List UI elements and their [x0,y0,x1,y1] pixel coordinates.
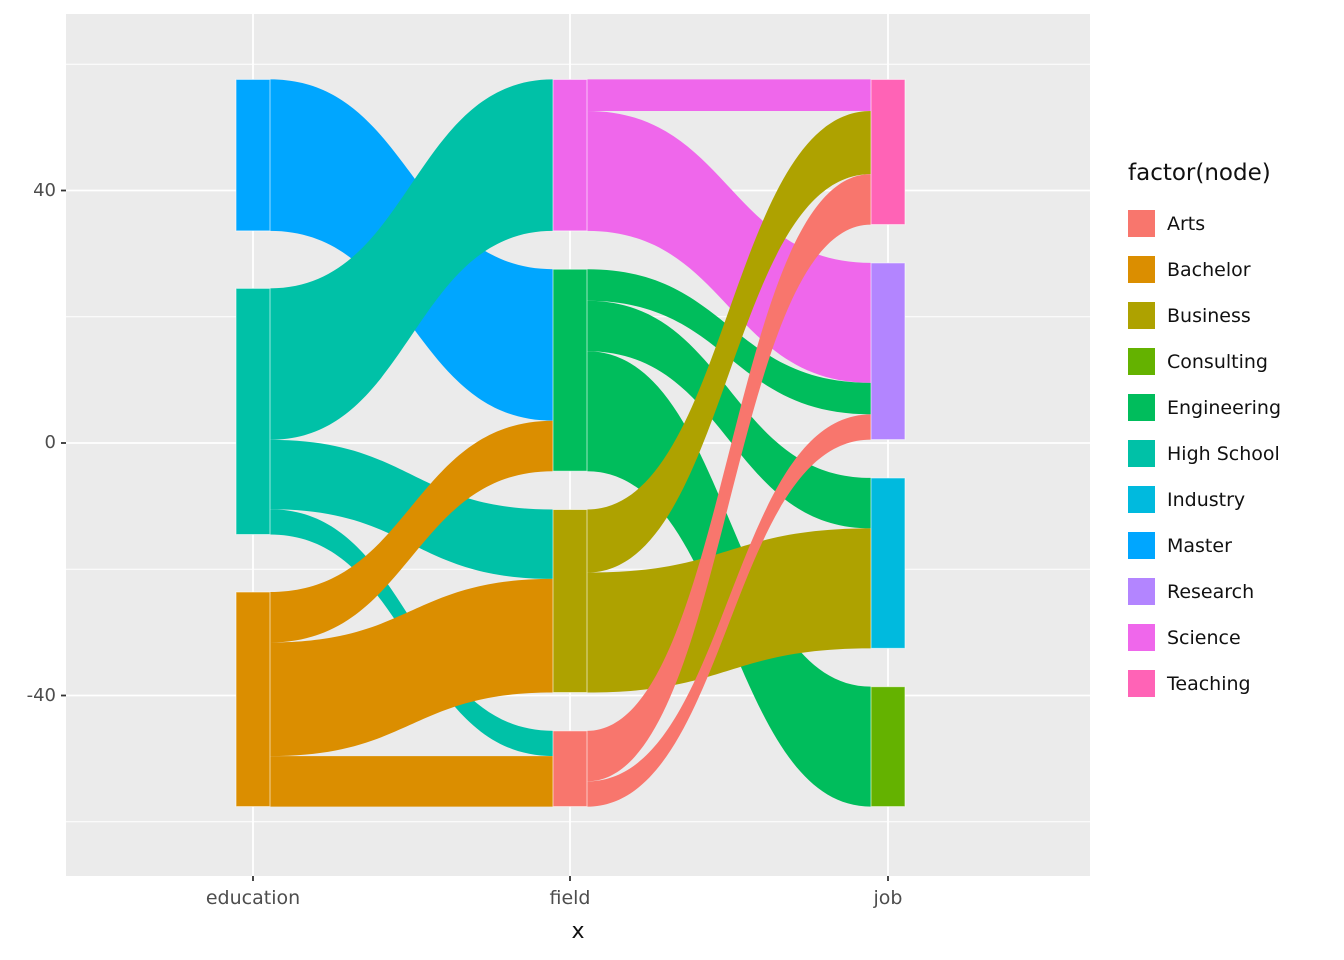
flow-arts-to-research [587,414,871,807]
stratum-consulting [870,686,906,808]
flow-arts-to-teaching [587,174,871,782]
legend-item-research: Research [1128,578,1338,605]
legend-key-swatch [1128,532,1155,559]
flow-science-to-teaching [587,79,871,111]
legend-item-label: Science [1167,626,1241,649]
legend-title: factor(node) [1128,160,1271,186]
legend-key-swatch [1128,210,1155,237]
legend-item-master: Master [1128,532,1338,559]
legend-item-bachelor: Bachelor [1128,256,1338,283]
legend-item-label: Teaching [1167,672,1251,695]
legend-item-high-school: High School [1128,440,1338,467]
y-tick-label: 0 [44,432,56,453]
flow-bachelor-to-business [270,578,553,757]
stratum-business [552,508,588,694]
stratum-engineering [552,268,588,472]
legend-item-label: Consulting [1167,350,1268,373]
legend-key-swatch [1128,394,1155,421]
legend-item-business: Business [1128,302,1338,329]
x-tick-label-field: field [549,887,591,909]
legend-key-swatch [1128,302,1155,329]
stratum-science [552,78,588,232]
legend-item-label: Research [1167,580,1255,603]
legend-item-label: Arts [1167,212,1206,235]
y-tick-label: 40 [33,179,56,201]
legend-item-teaching: Teaching [1128,670,1338,697]
legend-item-consulting: Consulting [1128,348,1338,375]
x-axis-title: x [571,919,585,944]
legend-rows: Arts Bachelor Business Consulting Engineerin… [1128,210,1338,697]
stratum-high-school [235,287,271,536]
legend-key-swatch [1128,256,1155,283]
legend-key-swatch [1128,624,1155,651]
stratum-arts [552,730,588,808]
x-tick-label-education: education [205,887,301,909]
flow-bachelor-to-engineering [270,420,553,643]
legend-item-science: Science [1128,624,1338,651]
legend-item-arts: Arts [1128,210,1338,237]
legend-key-swatch [1128,670,1155,697]
flow-science-to-research [587,110,871,383]
x-tick-label-job: job [873,887,903,909]
legend-item-label: Engineering [1167,396,1281,419]
legend-item-industry: Industry [1128,486,1338,513]
legend-key-swatch [1128,486,1155,513]
flow-business-to-teaching [587,110,871,573]
stratum-teaching [870,78,906,226]
legend-item-engineering: Engineering [1128,394,1338,421]
flow-high-school-to-science [270,79,553,440]
stratum-master [235,78,271,232]
legend-key-swatch [1128,440,1155,467]
flow-bachelor-to-arts [270,756,553,807]
y-tick-label: -40 [26,684,56,706]
stratum-industry [870,477,906,649]
legend-item-label: Business [1167,304,1251,327]
legend-item-label: Industry [1167,488,1246,511]
legend-item-label: High School [1167,442,1280,465]
legend: factor(node) Arts Bachelor Business Consult… [1128,160,1338,716]
legend-item-label: Master [1167,534,1232,557]
stratum-bachelor [235,591,271,808]
legend-key-swatch [1128,578,1155,605]
legend-item-label: Bachelor [1167,258,1251,281]
stratum-research [870,262,906,441]
legend-key-swatch [1128,348,1155,375]
